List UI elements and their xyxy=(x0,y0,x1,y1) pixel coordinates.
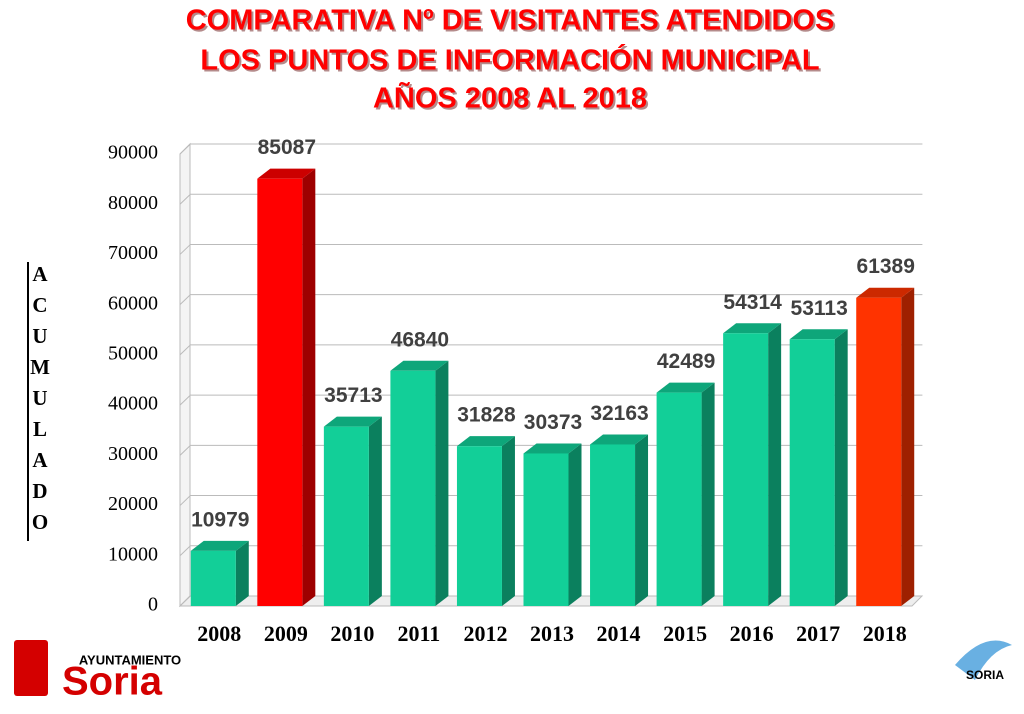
grid-line xyxy=(179,243,923,255)
bar-side xyxy=(435,360,449,606)
bar-side xyxy=(302,168,316,606)
bar-side xyxy=(568,443,582,606)
bar xyxy=(390,370,436,606)
x-tick-label: 2009 xyxy=(264,621,308,646)
x-tick-label: 2016 xyxy=(730,621,774,646)
x-tick-label: 2008 xyxy=(197,621,241,646)
bar-top xyxy=(789,329,848,340)
bar xyxy=(190,550,236,606)
y-tick-label: 50000 xyxy=(108,342,158,364)
bar xyxy=(523,453,569,606)
chart-title: AÑOS 2008 AL 2018 xyxy=(373,81,647,115)
value-label: 10979 xyxy=(191,508,249,531)
value-label: 35713 xyxy=(324,384,382,407)
chart-title: LOS PUNTOS DE INFORMACIÓN MUNICIPAL xyxy=(200,43,819,77)
grid-line xyxy=(179,344,923,356)
side-wall xyxy=(179,142,191,608)
y-axis-label: ACUMULADO xyxy=(28,262,52,541)
value-label: 32163 xyxy=(590,402,648,425)
bar-side xyxy=(768,323,782,606)
value-label: 30373 xyxy=(524,411,582,434)
y-tick-label: 20000 xyxy=(108,493,158,515)
bar-top xyxy=(257,168,316,179)
logo-top: AYUNTAMIENTO xyxy=(79,652,181,667)
grid-line xyxy=(179,193,923,205)
bar-top xyxy=(590,434,649,445)
x-tick-label: 2012 xyxy=(463,621,507,646)
bar xyxy=(456,446,502,606)
y-tick-label: 0 xyxy=(148,594,158,616)
value-label: 54314 xyxy=(723,291,782,314)
value-label: 31828 xyxy=(457,404,516,427)
bar xyxy=(723,333,769,606)
bar-top xyxy=(190,540,249,551)
bar xyxy=(789,339,835,606)
bar-side xyxy=(834,329,848,606)
bar-top xyxy=(523,443,582,454)
title-shadow-line: AÑOS 2008 AL 2018 xyxy=(375,83,649,117)
chart-title: COMPARATIVA Nº DE VISITANTES ATENDIDOS xyxy=(186,5,835,37)
value-label: 85087 xyxy=(258,136,316,159)
bar-top xyxy=(723,323,782,334)
title-shadow-line: LOS PUNTOS DE INFORMACIÓN MUNICIPAL xyxy=(202,45,821,79)
logo-right-text: SORIA xyxy=(966,668,1004,682)
logo-shield xyxy=(14,640,48,696)
x-tick-label: 2011 xyxy=(398,621,441,646)
bar xyxy=(590,444,636,606)
y-tick-label: 40000 xyxy=(108,393,158,415)
value-label: 42489 xyxy=(657,350,715,373)
bar xyxy=(323,426,369,606)
logo-name: Soria xyxy=(62,660,163,704)
bar xyxy=(856,297,902,606)
logo-right: SORIA xyxy=(955,640,1012,682)
bar-side xyxy=(235,540,249,606)
bar-top xyxy=(856,287,915,298)
y-tick-label: 10000 xyxy=(108,543,158,565)
bar-top xyxy=(390,360,449,371)
bar xyxy=(257,178,303,606)
bar-side xyxy=(701,382,715,606)
bar-side xyxy=(635,434,649,606)
x-tick-label: 2015 xyxy=(663,621,707,646)
y-tick-label: 30000 xyxy=(108,443,158,465)
x-tick-label: 2013 xyxy=(530,621,574,646)
bar xyxy=(656,392,702,606)
x-tick-label: 2017 xyxy=(796,621,840,646)
title-shadow-line: COMPARATIVA Nº DE VISITANTES ATENDIDOS xyxy=(188,7,837,39)
y-tick-label: 70000 xyxy=(108,242,158,264)
bar-top xyxy=(323,416,382,427)
bar-top xyxy=(656,382,715,393)
bar-side xyxy=(368,416,382,606)
x-tick-label: 2014 xyxy=(597,621,641,646)
y-tick-label: 90000 xyxy=(108,142,158,164)
y-tick-label: 80000 xyxy=(108,192,158,214)
logo-left: AYUNTAMIENTO Soria xyxy=(14,640,181,704)
logo-swoosh xyxy=(955,640,1012,680)
y-tick-label: 60000 xyxy=(108,292,158,314)
grid-line xyxy=(179,294,923,306)
x-tick-label: 2010 xyxy=(330,621,374,646)
grid-line xyxy=(179,143,923,155)
bar-side xyxy=(901,287,915,606)
value-label: 53113 xyxy=(791,297,848,320)
bar-top xyxy=(456,436,515,447)
bar-side xyxy=(501,436,515,606)
value-label: 46840 xyxy=(391,328,449,351)
title-shadow: COMPARATIVA Nº DE VISITANTES ATENDIDOS L… xyxy=(188,7,837,117)
x-tick-label: 2018 xyxy=(863,621,907,646)
value-label: 61389 xyxy=(857,255,915,278)
